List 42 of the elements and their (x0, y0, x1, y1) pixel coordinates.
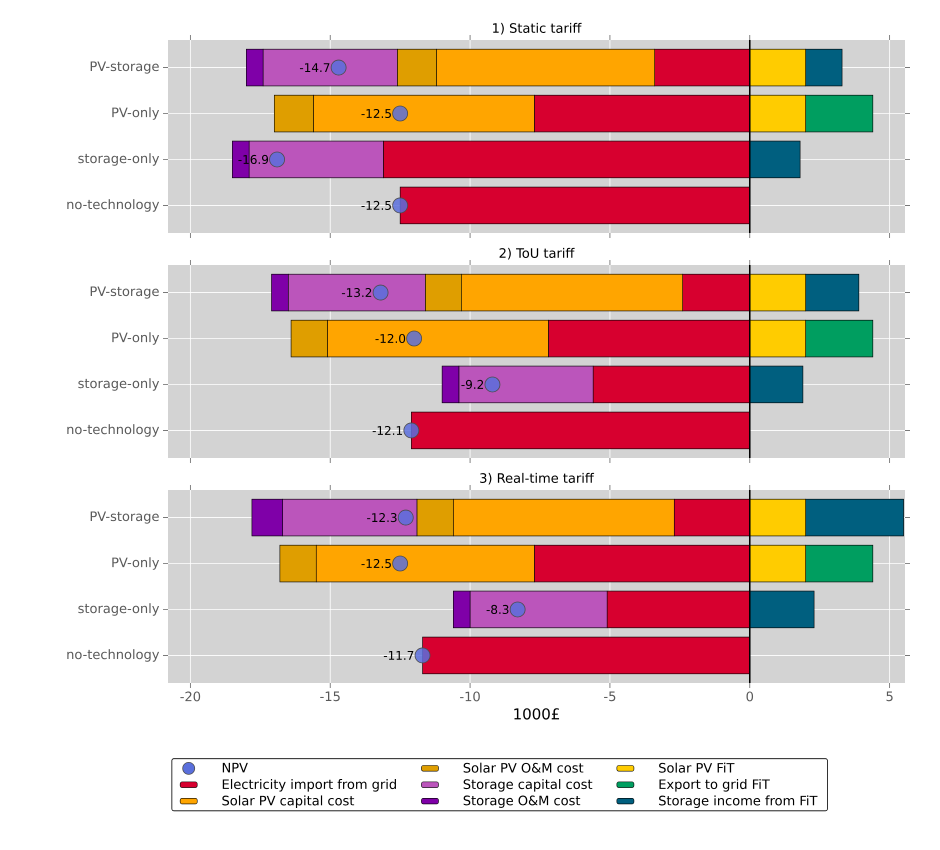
data-label: -12.0 (375, 334, 406, 344)
legend-label: Storage capital cost (464, 779, 592, 792)
x-tick-label: 0 (746, 692, 754, 702)
y-tick-label: storage-only (78, 153, 160, 166)
data-label: -11.7 (384, 651, 414, 660)
y-tick-label: storage-only (78, 378, 160, 391)
data-label: -12.3 (367, 513, 397, 522)
x-axis-title: 1000£ (514, 708, 560, 720)
y-tick-label: no-technology (67, 199, 160, 212)
chart-title: 2) ToU tariff (500, 248, 575, 260)
x-tick-label: -20 (180, 692, 200, 702)
data-label: -12.1 (372, 426, 402, 435)
y-tick-label: storage-only (78, 603, 160, 616)
y-tick-label: PV-only (112, 332, 160, 345)
legend-label: Storage income from FiT (659, 795, 818, 808)
legend-label: Storage O&M cost (464, 796, 580, 808)
legend-label: NPV (222, 762, 248, 772)
y-tick-label: no-technology (67, 649, 160, 662)
x-tick-label: -10 (460, 692, 480, 702)
chart-title: 3) Real-time tariff (480, 472, 594, 484)
y-tick-label: PV-storage (90, 61, 159, 74)
data-label: -12.5 (361, 108, 391, 118)
data-label: -13.2 (342, 288, 372, 298)
y-tick-label: PV-only (112, 107, 160, 120)
y-tick-label: no-technology (67, 424, 160, 437)
legend-label: Solar PV O&M cost (464, 762, 584, 773)
chart-title: 1) Static tariff (493, 22, 582, 34)
legend-label: Solar PV FiT (659, 762, 734, 773)
y-tick-label: PV-storage (90, 511, 159, 524)
legend-label: Electricity import from grid (222, 779, 396, 792)
legend-label: Export to grid FiT (660, 779, 770, 792)
data-label: -12.5 (361, 200, 391, 210)
data-label: -12.5 (361, 558, 391, 568)
x-tick-label: -5 (604, 692, 616, 702)
x-tick-label: 5 (886, 692, 893, 702)
data-label: -8.3 (486, 604, 508, 614)
data-label: -9.2 (461, 380, 484, 390)
y-tick-label: PV-only (112, 557, 160, 570)
legend-label: Solar PV capital cost (222, 795, 354, 808)
data-label: -14.7 (300, 63, 330, 72)
x-tick-label: -15 (320, 692, 340, 702)
y-tick-label: PV-storage (90, 286, 159, 299)
